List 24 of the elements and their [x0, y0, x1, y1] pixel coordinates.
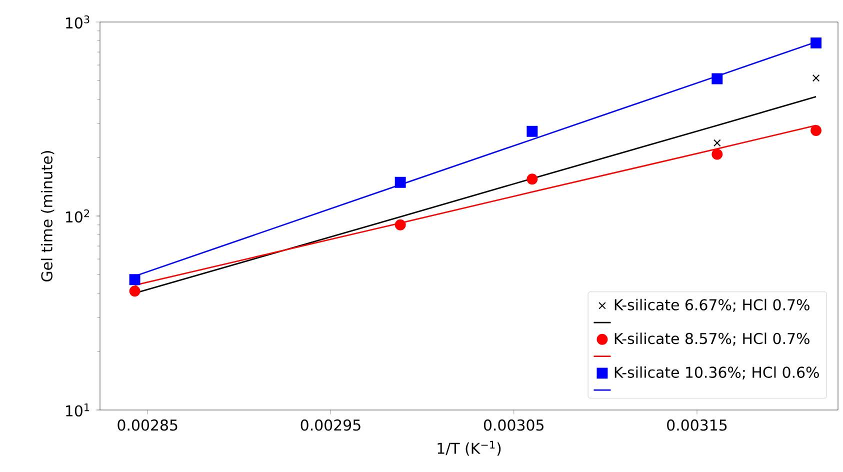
- x-tick-label: 0.00315: [667, 419, 727, 431]
- x-axis-title: 1/T (K$^{−1}$): [438, 440, 501, 456]
- y-axis-title: Gel time (minute): [40, 151, 54, 282]
- point: [394, 219, 406, 230]
- point: [810, 124, 822, 136]
- point: [526, 174, 538, 185]
- point: [713, 139, 721, 147]
- point: [712, 148, 723, 160]
- y-tick-label: 10$^{1}$: [66, 403, 90, 417]
- point: [810, 37, 822, 48]
- legend-label: K-silicate 8.57%; HCl 0.7%: [614, 332, 810, 346]
- point: [129, 286, 140, 297]
- point: [394, 176, 406, 188]
- point: [129, 274, 140, 286]
- legend-label: K-silicate 10.36%; HCl 0.6%: [614, 366, 819, 380]
- y-tick-label: 10$^{2}$: [66, 209, 90, 223]
- x-tick-label: 0.00305: [484, 419, 544, 431]
- x-tick-label: 0.00295: [300, 419, 360, 431]
- point: [526, 126, 538, 137]
- y-tick-label: 10$^{3}$: [66, 15, 90, 29]
- point: [812, 74, 820, 82]
- point: [712, 73, 723, 84]
- x-tick-label: 0.00285: [118, 419, 178, 431]
- legend-label: K-silicate 6.67%; HCl 0.7%: [614, 298, 810, 312]
